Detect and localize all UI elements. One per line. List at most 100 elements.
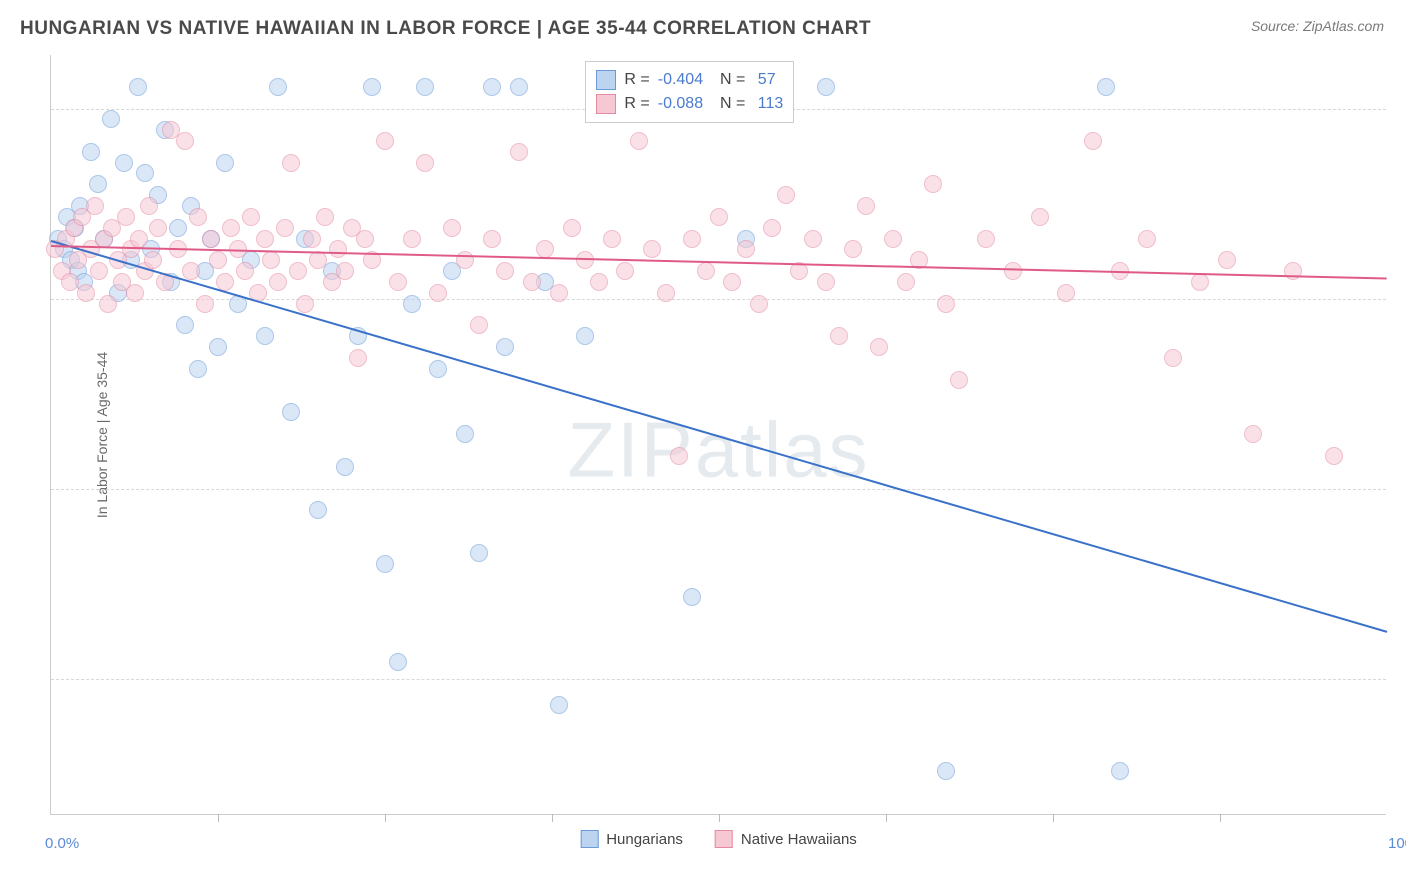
scatter-point [282,403,300,421]
scatter-point [1138,230,1156,248]
scatter-point [697,262,715,280]
scatter-point [329,240,347,258]
scatter-point [576,327,594,345]
scatter-point [1218,251,1236,269]
scatter-point [289,262,307,280]
scatter-point [202,230,220,248]
watermark: ZIPatlas [567,404,869,495]
scatter-point [643,240,661,258]
source-label: Source: ZipAtlas.com [1251,18,1384,34]
stat-r-value: -0.088 [658,95,703,113]
scatter-point [136,164,154,182]
scatter-point [140,197,158,215]
scatter-point [376,555,394,573]
stats-legend: R = -0.404 N = 57R = -0.088 N = 113 [585,61,794,123]
legend-swatch [715,830,733,848]
scatter-point [817,273,835,291]
legend-item: Native Hawaiians [715,830,857,848]
scatter-point [82,143,100,161]
scatter-point [303,230,321,248]
scatter-point [804,230,822,248]
scatter-point [496,338,514,356]
scatter-point [510,78,528,96]
scatter-point [977,230,995,248]
scatter-point [550,284,568,302]
x-tick [1053,814,1054,822]
scatter-point [737,240,755,258]
stats-row: R = -0.088 N = 113 [596,92,783,116]
x-axis-min-label: 0.0% [45,835,79,852]
scatter-point [563,219,581,237]
legend-swatch [596,70,616,90]
x-tick [552,814,553,822]
x-axis-max-label: 100.0% [1388,835,1406,852]
y-axis-label: In Labor Force | Age 35-44 [94,351,110,517]
stat-r-label: R = [624,95,649,113]
scatter-point [510,143,528,161]
scatter-point [657,284,675,302]
scatter-point [683,230,701,248]
scatter-point [429,360,447,378]
scatter-point [189,360,207,378]
scatter-point [269,78,287,96]
scatter-point [576,251,594,269]
scatter-point [844,240,862,258]
scatter-point [209,338,227,356]
scatter-point [683,588,701,606]
stats-row: R = -0.404 N = 57 [596,68,783,92]
scatter-point [1191,273,1209,291]
scatter-point [403,295,421,313]
scatter-point [1031,208,1049,226]
scatter-point [209,251,227,269]
x-tick [1220,814,1221,822]
scatter-point [126,284,144,302]
scatter-point [176,132,194,150]
legend-label: Native Hawaiians [741,831,857,848]
scatter-point [750,295,768,313]
gridline [51,679,1386,680]
scatter-point [603,230,621,248]
scatter-point [363,78,381,96]
stat-r-label: R = [624,71,649,89]
scatter-point [389,273,407,291]
gridline [51,489,1386,490]
scatter-point [590,273,608,291]
scatter-point [316,208,334,226]
scatter-point [416,154,434,172]
scatter-point [282,154,300,172]
scatter-point [536,240,554,258]
scatter-point [169,219,187,237]
stat-n-value: 113 [753,95,783,113]
scatter-point [144,251,162,269]
scatter-point [483,78,501,96]
scatter-point [1325,447,1343,465]
scatter-point [102,110,120,128]
scatter-point [763,219,781,237]
scatter-point [403,230,421,248]
scatter-point [777,186,795,204]
scatter-point [189,208,207,226]
stat-n-label: N = [711,95,745,113]
scatter-point [456,425,474,443]
scatter-point [296,295,314,313]
scatter-point [222,219,240,237]
x-tick [385,814,386,822]
legend-item: Hungarians [580,830,683,848]
x-tick [886,814,887,822]
scatter-point [630,132,648,150]
scatter-point [130,230,148,248]
scatter-point [1084,132,1102,150]
scatter-point [670,447,688,465]
scatter-point [336,262,354,280]
scatter-point [216,154,234,172]
scatter-point [129,78,147,96]
y-tick-label: 65.0% [1396,481,1406,498]
scatter-point [176,316,194,334]
scatter-point [1244,425,1262,443]
legend: Hungarians Native Hawaiians [580,830,857,848]
scatter-point [937,762,955,780]
scatter-point [483,230,501,248]
scatter-point [242,208,260,226]
scatter-point [117,208,135,226]
scatter-point [817,78,835,96]
